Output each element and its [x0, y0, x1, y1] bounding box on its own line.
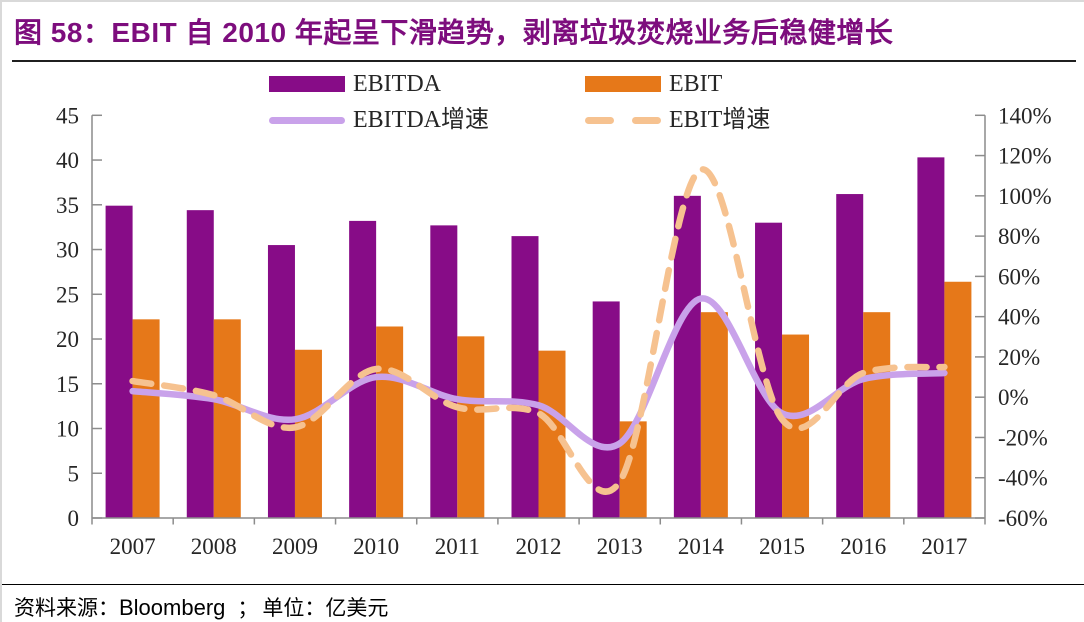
svg-text:60%: 60%	[998, 264, 1040, 289]
bars-EBIT	[132, 281, 972, 518]
svg-text:2014: 2014	[678, 534, 725, 559]
svg-text:2016: 2016	[840, 534, 886, 559]
svg-text:-60%: -60%	[998, 506, 1048, 531]
svg-text:0%: 0%	[998, 385, 1029, 410]
svg-text:45: 45	[56, 103, 79, 128]
footer-divider	[2, 584, 1084, 585]
svg-text:120%: 120%	[998, 144, 1052, 169]
unit-label: 单位：	[262, 596, 326, 620]
svg-text:2012: 2012	[516, 534, 562, 559]
legend-item-ebit: EBIT	[585, 72, 722, 96]
legend-label-ebitda: EBITDA	[353, 71, 441, 97]
source-line: 资料来源：Bloomberg ；单位：亿美元	[14, 592, 388, 622]
legend-label-ebitda-growth: EBITDA增速	[353, 107, 489, 133]
svg-text:30: 30	[56, 238, 79, 263]
line-EBITDA增速	[129, 295, 948, 451]
svg-text:10: 10	[56, 417, 79, 442]
legend-label-ebit: EBIT	[669, 71, 723, 97]
svg-text:25: 25	[56, 282, 79, 307]
legend-item-ebitda-growth: EBITDA增速	[269, 108, 489, 132]
svg-text:140%: 140%	[998, 103, 1052, 128]
svg-text:2009: 2009	[272, 534, 318, 559]
bars-EBITDA	[105, 157, 945, 519]
svg-text:-40%: -40%	[998, 466, 1048, 491]
left-axis-labels: 0 5 10 15 20 25 30 35 40 45	[56, 103, 79, 531]
ebitda-growth-line-swatch-icon	[269, 116, 345, 124]
line-EBIT增速	[129, 166, 948, 495]
ebit-growth-dash-swatch-icon	[585, 116, 661, 124]
svg-text:2010: 2010	[353, 534, 399, 559]
x-axis-labels: 2007 2008 2009 2010 2011 2012 2013 2014 2015 2016…	[110, 534, 968, 559]
unit-value: 亿美元	[325, 596, 389, 620]
svg-text:40%: 40%	[998, 305, 1040, 330]
ebitda-bar-swatch-icon	[269, 76, 345, 92]
svg-text:0: 0	[68, 506, 80, 531]
legend-item-ebit-growth: EBIT增速	[585, 108, 770, 132]
figure-title: 图 58：EBIT 自 2010 年起呈下滑趋势，剥离垃圾焚烧业务后稳健增长	[14, 17, 894, 48]
source-label: 资料来源：	[14, 596, 119, 620]
svg-text:80%: 80%	[998, 224, 1040, 249]
svg-text:-20%: -20%	[998, 425, 1048, 450]
svg-text:2015: 2015	[759, 534, 805, 559]
svg-text:2013: 2013	[597, 534, 643, 559]
ebit-bar-swatch-icon	[585, 76, 661, 92]
axes	[91, 114, 986, 525]
source-value: Bloomberg	[119, 595, 226, 620]
svg-text:2007: 2007	[110, 534, 156, 559]
svg-text:15: 15	[56, 372, 79, 397]
svg-text:100%: 100%	[998, 184, 1052, 209]
svg-text:35: 35	[56, 193, 79, 218]
svg-text:40: 40	[56, 148, 79, 173]
svg-text:2017: 2017	[921, 534, 967, 559]
svg-text:20: 20	[56, 327, 79, 352]
legend-item-ebitda: EBITDA	[269, 72, 441, 96]
svg-text:2011: 2011	[435, 534, 480, 559]
title-divider	[12, 60, 1076, 62]
svg-text:20%: 20%	[998, 345, 1040, 370]
right-axis-labels: -60% -40% -20% 0% 20% 40% 60% 80% 100% 120% 140%	[998, 103, 1052, 531]
svg-text:2008: 2008	[191, 534, 237, 559]
legend-label-ebit-growth: EBIT增速	[669, 107, 771, 133]
svg-text:5: 5	[68, 461, 80, 486]
source-separator: ；	[237, 596, 259, 620]
